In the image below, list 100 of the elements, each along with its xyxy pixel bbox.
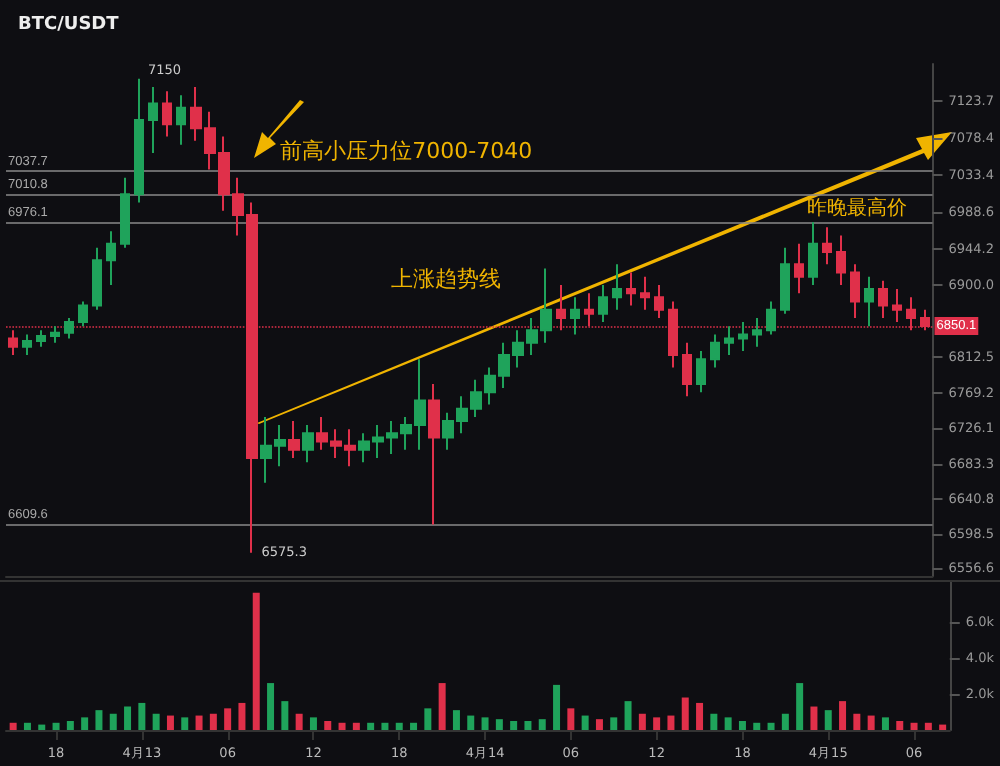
bar xyxy=(510,720,518,730)
bar xyxy=(109,713,117,730)
bar xyxy=(595,719,603,730)
bar xyxy=(338,722,346,730)
bar xyxy=(224,708,232,730)
bar xyxy=(653,717,661,730)
bar xyxy=(481,717,489,730)
candlestick xyxy=(92,246,102,311)
bar xyxy=(924,722,932,730)
bar xyxy=(753,722,761,730)
bar xyxy=(295,713,303,730)
bar xyxy=(910,722,918,730)
candlestick xyxy=(612,263,622,311)
candlestick xyxy=(654,283,664,319)
bar xyxy=(781,713,789,730)
bar xyxy=(9,722,17,730)
candlestick xyxy=(106,230,116,286)
bar xyxy=(381,722,389,730)
bar xyxy=(281,701,289,730)
candlestick xyxy=(864,275,874,328)
bar xyxy=(124,706,132,730)
bar xyxy=(410,722,418,730)
bar xyxy=(367,722,375,730)
bar xyxy=(824,710,832,730)
bar xyxy=(52,722,60,730)
candlestick xyxy=(50,325,60,344)
candlestick xyxy=(570,296,580,336)
bar xyxy=(166,715,174,730)
bar xyxy=(724,717,732,730)
bar xyxy=(452,710,460,730)
candlestick xyxy=(176,94,186,146)
bar xyxy=(252,592,260,730)
candlestick xyxy=(724,325,734,357)
bar xyxy=(767,722,775,730)
candlestick xyxy=(682,341,692,398)
bar xyxy=(195,715,203,730)
bar xyxy=(553,684,561,730)
bar xyxy=(638,713,646,730)
candlestick xyxy=(836,234,846,286)
bar xyxy=(438,683,446,730)
bar xyxy=(38,724,46,730)
bar xyxy=(495,719,503,730)
candlestick xyxy=(710,333,720,369)
candlestick xyxy=(22,333,32,357)
annotation: 前高小压力位7000-7040 xyxy=(280,138,533,165)
bar xyxy=(710,713,718,730)
bar xyxy=(853,713,861,730)
candlestick xyxy=(738,321,748,352)
bar xyxy=(567,708,575,730)
bar xyxy=(238,702,246,730)
candlestick xyxy=(64,316,74,340)
candlestick xyxy=(752,316,762,348)
candlestick xyxy=(696,349,706,394)
bar xyxy=(66,720,74,730)
candlestick xyxy=(850,263,860,319)
candlestick xyxy=(162,90,172,138)
bar xyxy=(810,706,818,730)
bar xyxy=(581,715,589,730)
bar xyxy=(23,722,31,730)
bar xyxy=(896,720,904,730)
candlestick xyxy=(598,283,608,324)
candlestick xyxy=(892,288,902,324)
bar xyxy=(939,724,947,730)
candlestick xyxy=(780,246,790,315)
bar xyxy=(696,702,704,730)
candlestick xyxy=(626,271,636,307)
bar xyxy=(309,717,317,730)
candlestick xyxy=(640,275,650,311)
bar xyxy=(267,683,275,730)
candlestick xyxy=(428,382,440,526)
bar xyxy=(681,697,689,730)
bar xyxy=(667,715,675,730)
bar xyxy=(624,701,632,730)
bar xyxy=(95,710,103,730)
candlestick xyxy=(794,242,804,295)
bar xyxy=(424,708,432,730)
bar xyxy=(839,701,847,730)
candlestick xyxy=(120,176,130,249)
bar xyxy=(324,720,332,730)
bar xyxy=(81,717,89,730)
annotation: 昨晚最高价 xyxy=(807,195,908,220)
candlestick xyxy=(808,221,818,286)
bar xyxy=(524,720,532,730)
bar xyxy=(467,715,475,730)
bar xyxy=(209,713,217,730)
bar xyxy=(181,717,189,730)
candlestick xyxy=(78,300,88,328)
candlestick xyxy=(766,300,776,336)
bar xyxy=(738,720,746,730)
bar xyxy=(395,722,403,730)
candlestick xyxy=(36,329,46,348)
candlestick xyxy=(148,86,158,155)
annotation: 上涨趋势线 xyxy=(390,266,501,293)
bar xyxy=(867,715,875,730)
bar xyxy=(152,713,160,730)
candlestick xyxy=(134,77,144,204)
candlestick xyxy=(302,424,314,464)
bar xyxy=(538,719,546,730)
bar xyxy=(352,722,360,730)
bar xyxy=(796,683,804,730)
